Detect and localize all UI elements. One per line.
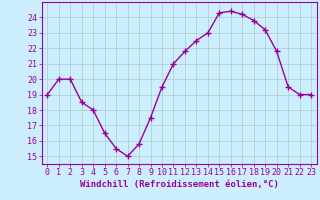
- X-axis label: Windchill (Refroidissement éolien,°C): Windchill (Refroidissement éolien,°C): [80, 180, 279, 189]
